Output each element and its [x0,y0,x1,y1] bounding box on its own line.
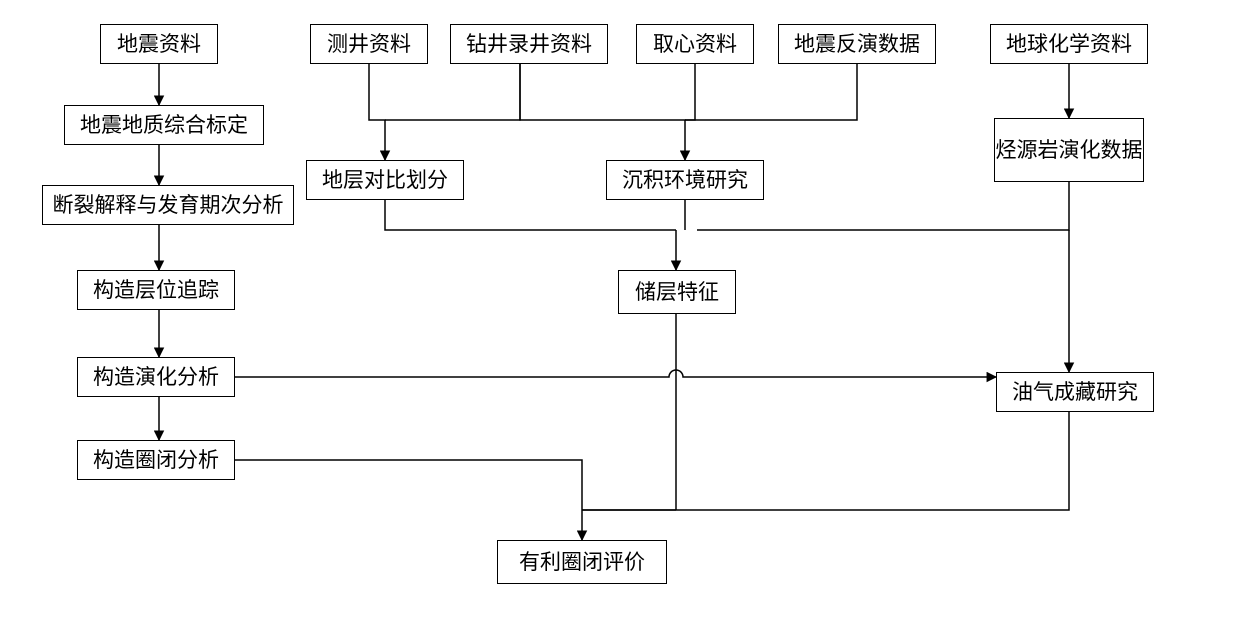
node-label: 地震资料 [117,31,201,57]
node-trap_eval: 有利圈闭评价 [497,540,667,584]
node-seismic_inv: 地震反演数据 [778,24,936,64]
edge [520,85,685,160]
node-depo_env: 沉积环境研究 [606,160,764,200]
node-geochem: 地球化学资料 [990,24,1148,64]
node-trap_analysis: 构造圈闭分析 [77,440,235,480]
node-calibration: 地震地质综合标定 [64,105,264,145]
node-label: 取心资料 [653,31,737,57]
flowchart-canvas: 地震资料 测井资料 钻井录井资料 取心资料 地震反演数据 地球化学资料地震地质综合标定断裂… [0,0,1240,630]
node-label: 构造演化分析 [93,364,219,390]
edge [385,200,676,230]
node-label: 地震地质综合标定 [80,112,248,138]
node-reservoir: 储层特征 [618,270,736,314]
node-strat_corr: 地层对比划分 [306,160,464,200]
node-label: 烃源岩演化数据 [996,137,1143,163]
edge [685,64,857,120]
edge [385,64,520,120]
node-label: 地震反演数据 [794,31,920,57]
edge [685,64,695,120]
node-drill_data: 钻井录井资料 [450,24,608,64]
node-label: 断裂解释与发育期次分析 [53,192,284,218]
node-seismic_data: 地震资料 [100,24,218,64]
edges-layer [0,0,1240,630]
node-fault_interp: 断裂解释与发育期次分析 [42,185,294,225]
node-struct_evo: 构造演化分析 [77,357,235,397]
node-horizon_trace: 构造层位追踪 [77,270,235,310]
node-label: 构造圈闭分析 [93,447,219,473]
node-accumulation: 油气成藏研究 [996,372,1154,412]
node-label: 测井资料 [327,31,411,57]
node-core_data: 取心资料 [636,24,754,64]
edge [582,412,1069,510]
node-log_data: 测井资料 [310,24,428,64]
edge [369,64,385,160]
node-label: 沉积环境研究 [622,167,748,193]
node-label: 钻井录井资料 [466,31,592,57]
node-source_rock: 烃源岩演化数据 [994,118,1144,182]
edge [235,370,996,377]
node-label: 储层特征 [635,279,719,305]
node-label: 有利圈闭评价 [519,549,645,575]
node-label: 构造层位追踪 [93,277,219,303]
edge [235,460,582,510]
node-label: 地层对比划分 [322,167,448,193]
node-label: 地球化学资料 [1006,31,1132,57]
node-label: 油气成藏研究 [1012,379,1138,405]
